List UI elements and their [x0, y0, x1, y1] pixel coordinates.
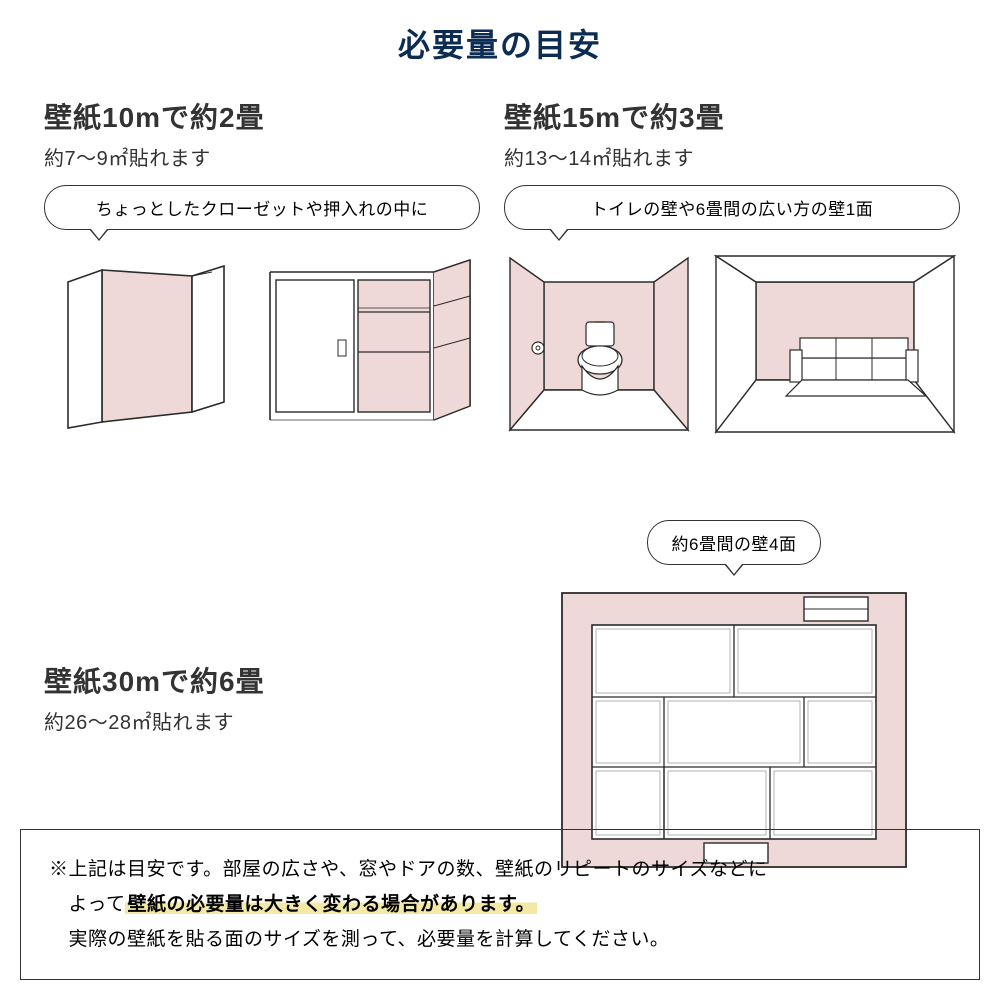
heading-10m: 壁紙10mで約2畳 — [44, 96, 480, 136]
note-highlight: 壁紙の必要量は大きく変わる場合があります。 — [125, 894, 537, 915]
section-15m: 壁紙15mで約3畳 約13～14㎡貼れます トイレの壁や6畳間の広い方の壁1面 — [504, 96, 960, 442]
heading-15m: 壁紙15mで約3畳 — [504, 96, 960, 136]
section-30m: 壁紙30mで約6畳 約26～28㎡貼れます 約6畳間の壁4面 — [0, 460, 1000, 875]
sections-grid: 壁紙10mで約2畳 約7～9㎡貼れます ちょっとしたクローゼットや押入れの中に — [0, 66, 1000, 460]
closet-sliding-icon — [260, 252, 480, 432]
page-title: 必要量の目安 — [0, 0, 1000, 66]
subheading-30m: 約26～28㎡貼れます — [44, 706, 488, 735]
heading-30m: 壁紙30mで約6畳 — [44, 660, 488, 700]
note-box: ※上記は目安です。部屋の広さや、窓やドアの数、壁紙のリピートのサイズなどに よっ… — [20, 829, 980, 980]
note-line1: ※上記は目安です。部屋の広さや、窓やドアの数、壁紙のリピートのサイズなどに — [49, 859, 767, 880]
subheading-15m: 約13～14㎡貼れます — [504, 142, 960, 171]
toilet-room-icon — [504, 252, 694, 442]
bubble-10m: ちょっとしたクローゼットや押入れの中に — [44, 185, 480, 230]
subheading-10m: 約7～9㎡貼れます — [44, 142, 480, 171]
bubble-30m: 約6畳間の壁4面 — [647, 520, 822, 565]
note-line3: 実際の壁紙を貼る面のサイズを測って、必要量を計算してください。 — [49, 929, 669, 950]
living-room-wall-icon — [710, 252, 960, 442]
bubble-15m: トイレの壁や6畳間の広い方の壁1面 — [504, 185, 960, 230]
section-10m: 壁紙10mで約2畳 約7～9㎡貼れます ちょっとしたクローゼットや押入れの中に — [44, 96, 480, 442]
note-line2-prefix: よって — [49, 894, 125, 915]
closet-open-icon — [44, 252, 244, 432]
